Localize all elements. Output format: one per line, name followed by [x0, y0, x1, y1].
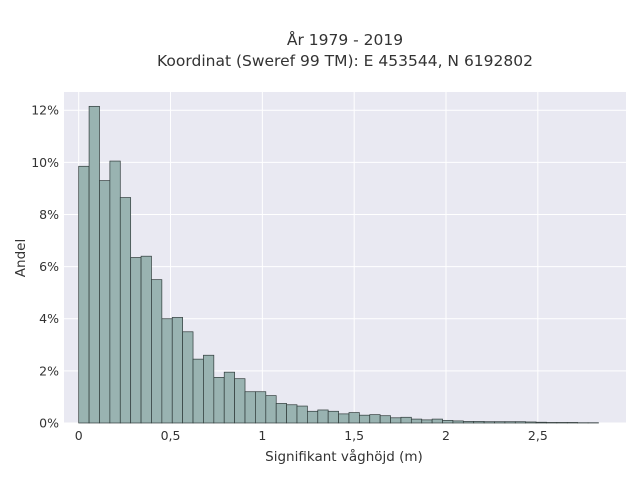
histogram-bar — [400, 416, 412, 424]
histogram-bar — [203, 354, 215, 424]
histogram-bar — [327, 410, 339, 424]
histogram-bar — [421, 419, 433, 424]
histogram-bar — [379, 415, 391, 424]
histogram-bar — [410, 418, 423, 424]
histogram-bar — [546, 422, 558, 424]
histogram-bar — [99, 180, 111, 424]
histogram-bar — [223, 371, 235, 424]
histogram-bar — [171, 317, 183, 424]
chart-title-line1: År 1979 - 2019 — [287, 30, 403, 49]
histogram-bar — [348, 412, 360, 424]
histogram-bar — [525, 421, 537, 424]
y-axis-ticks: 0% 2% 4% 6% 8% 10% 12% — [31, 103, 59, 431]
histogram-bar — [161, 318, 173, 424]
histogram-bar — [119, 197, 132, 424]
histogram-bar — [78, 165, 90, 424]
histogram-bar — [109, 160, 121, 424]
y-axis-label: Andel — [13, 239, 29, 277]
histogram-bar — [234, 378, 246, 424]
histogram-bar — [275, 403, 287, 424]
histogram-bar — [213, 377, 225, 424]
y-tick-label: 10% — [31, 155, 59, 170]
histogram-bar — [130, 257, 142, 424]
histogram-bars — [78, 105, 599, 424]
chart-title-line2: Koordinat (Sweref 99 TM): E 453544, N 61… — [157, 52, 533, 70]
histogram-bar — [265, 395, 277, 424]
x-tick-label: 2 — [442, 428, 450, 443]
histogram-bar — [535, 421, 547, 424]
histogram-bar — [369, 414, 381, 424]
histogram-bar — [566, 422, 579, 424]
histogram-bar — [182, 331, 194, 424]
histogram-bar — [504, 421, 516, 424]
x-tick-label: 2,5 — [528, 428, 548, 443]
histogram-bar — [442, 420, 454, 424]
histogram-bar — [255, 391, 267, 424]
histogram-bar — [140, 255, 152, 424]
histogram-bar — [462, 421, 475, 424]
histogram-bar — [286, 404, 298, 424]
histogram-bar — [431, 418, 443, 424]
y-tick-label: 0% — [39, 416, 59, 431]
x-axis-label: Signifikant våghöjd (m) — [265, 448, 423, 465]
histogram-bar — [307, 410, 319, 424]
histogram-bar — [483, 421, 495, 424]
histogram-bar — [296, 405, 308, 424]
histogram-bar — [338, 413, 350, 424]
histogram-bar — [494, 421, 506, 424]
x-tick-label: 0,5 — [161, 428, 181, 443]
y-tick-label: 12% — [31, 103, 59, 118]
histogram-bar — [390, 417, 402, 424]
x-tick-label: 1 — [258, 428, 266, 443]
histogram-bar — [317, 409, 329, 424]
histogram-bar — [514, 421, 527, 424]
histogram-bar — [151, 279, 163, 424]
histogram-bar — [359, 414, 371, 424]
y-tick-label: 2% — [39, 363, 59, 378]
histogram-bar — [88, 105, 100, 424]
y-tick-label: 4% — [39, 311, 59, 326]
histogram-bar — [473, 421, 485, 424]
x-axis-ticks: 0 0,5 1 1,5 2 2,5 — [75, 428, 548, 443]
histogram-bar — [452, 420, 464, 424]
x-tick-label: 0 — [75, 428, 83, 443]
histogram-bar — [556, 422, 568, 424]
y-tick-label: 6% — [39, 259, 59, 274]
histogram-bar — [192, 358, 204, 424]
y-tick-label: 8% — [39, 207, 59, 222]
histogram-bar — [244, 391, 256, 424]
x-tick-label: 1,5 — [344, 428, 364, 443]
